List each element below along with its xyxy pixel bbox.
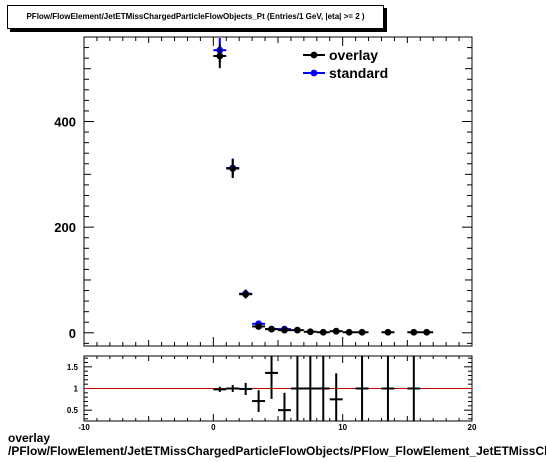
data-point <box>242 290 250 298</box>
ratio-x-tick-label: 0 <box>211 423 216 432</box>
legend-label-overlay: overlay <box>329 47 378 63</box>
data-point <box>345 328 353 336</box>
ratio-y-tick-label: 1 <box>74 385 79 394</box>
legend-marker-overlay <box>310 51 318 59</box>
ratio-y-tick-label: 0.5 <box>67 406 79 415</box>
ratio-x-tick-label: 20 <box>468 423 477 432</box>
footer-line-2: /PFlow/FlowElement/JetETMissChargedParti… <box>8 444 546 458</box>
ratio-x-tick-label: 10 <box>338 423 347 432</box>
series-standard <box>213 38 291 333</box>
main-plot-frame <box>83 36 473 347</box>
histogram-title-box: PFlow/FlowElement/JetETMissChargedPartic… <box>7 5 384 29</box>
data-point <box>423 328 431 336</box>
main-y-tick-label: 0 <box>69 326 76 341</box>
data-point <box>319 328 327 336</box>
legend-marker-standard <box>310 69 318 77</box>
main-y-tick-label: 200 <box>54 220 76 235</box>
ratio-x-tick-label: -10 <box>78 423 90 432</box>
data-point <box>294 326 301 334</box>
ratio-y-tick-label: 1.5 <box>67 363 79 372</box>
data-point <box>410 328 418 336</box>
histogram-title: PFlow/FlowElement/JetETMissChargedPartic… <box>26 12 365 21</box>
data-point <box>384 328 392 336</box>
data-point <box>281 326 288 334</box>
data-point <box>358 328 366 336</box>
data-point <box>306 328 314 336</box>
data-point <box>255 323 262 330</box>
data-point <box>229 165 237 172</box>
series-ratio <box>213 356 421 421</box>
footer-line-1: overlay <box>8 432 51 445</box>
main-plot: 0 200 400 overlay standard <box>54 36 473 347</box>
data-point <box>268 325 275 333</box>
data-point <box>216 52 224 60</box>
main-y-tick-label: 400 <box>54 115 76 130</box>
series-overlay <box>213 43 434 336</box>
legend: overlay standard <box>303 47 388 81</box>
data-point <box>332 327 340 335</box>
ratio-plot: -10 0 10 20 0.5 1 1.5 <box>67 355 477 432</box>
legend-label-standard: standard <box>329 65 388 81</box>
footer-caption: overlay /PFlow/FlowElement/JetETMissChar… <box>8 432 546 458</box>
